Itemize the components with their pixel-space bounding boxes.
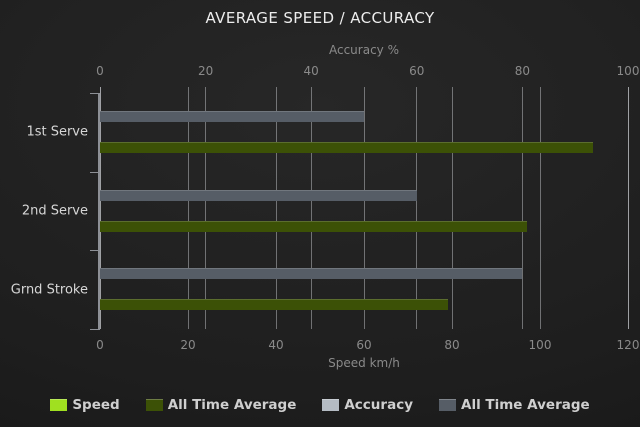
bar-all-time-average-bottom-2nd-serve: [100, 221, 527, 232]
gridline-accuracy-100: [627, 87, 629, 329]
bar-all-time-average-bottom-1st-serve: [100, 142, 593, 153]
bottom-axis-tick-20: 20: [180, 338, 196, 352]
legend-label-all-time-average: All Time Average: [167, 397, 297, 413]
bar-all-time-average-top-2nd-serve: [100, 190, 417, 201]
top-axis-tick-40: 40: [303, 64, 319, 78]
gridline-accuracy-0: [99, 87, 101, 329]
legend-item-all-time-average-1: All Time Average: [145, 397, 297, 413]
axis-tick-mark: [90, 329, 100, 330]
chart-legend: Speed All Time Average Accuracy All Time Av…: [0, 397, 640, 413]
axis-tick-mark: [90, 250, 100, 251]
legend-label-all-time-average: All Time Average: [461, 397, 590, 413]
gridline-speed-40: [275, 87, 277, 329]
bottom-axis-tick-80: 80: [444, 338, 460, 352]
bottom-axis-tick-100: 100: [528, 338, 552, 352]
bottom-axis-tick-0: 0: [96, 338, 104, 352]
legend-label-speed: Speed: [72, 397, 120, 413]
category-label-2nd-serve: 2nd Serve: [21, 203, 88, 219]
left-axis-line: [98, 93, 100, 330]
legend-item-accuracy-2: Accuracy: [322, 397, 413, 413]
gridline-speed-0: [99, 87, 101, 329]
gridline-accuracy-60: [416, 87, 418, 329]
top-axis-tick-20: 20: [197, 64, 214, 78]
legend-swatch-speed-icon: [50, 399, 68, 411]
gridline-speed-120: [627, 87, 629, 329]
gridline-speed-60: [363, 87, 365, 329]
bottom-axis-tick-40: 40: [268, 338, 284, 352]
legend-item-all-time-average-3: All Time Average: [439, 397, 590, 413]
axis-tick-mark: [90, 93, 100, 94]
category-label-1st-serve: 1st Serve: [26, 124, 88, 140]
legend-item-speed-0: Speed: [50, 397, 120, 413]
top-axis-tick-80: 80: [514, 64, 531, 78]
bar-all-time-average-bottom-grnd-stroke: [100, 299, 448, 310]
bottom-axis-tick-60: 60: [356, 338, 372, 352]
gridline-accuracy-80: [521, 87, 523, 329]
top-axis-tick-100: 100: [616, 64, 640, 78]
bar-all-time-average-top-1st-serve: [100, 111, 364, 122]
top-axis-tick-60: 60: [409, 64, 425, 78]
legend-swatch-accuracy-icon: [322, 399, 340, 411]
bottom-axis-title: Speed km/h: [328, 356, 400, 370]
axis-tick-mark: [90, 172, 100, 173]
gridline-accuracy-40: [310, 87, 312, 329]
bottom-axis-tick-120: 120: [616, 338, 640, 352]
gridline-speed-80: [451, 87, 453, 329]
gridline-speed-100: [539, 87, 541, 329]
legend-label-accuracy: Accuracy: [344, 397, 413, 413]
top-axis-title: Accuracy %: [328, 43, 399, 57]
chart-title: AVERAGE SPEED / ACCURACY: [205, 9, 435, 27]
bar-all-time-average-top-grnd-stroke: [100, 268, 522, 279]
legend-swatch-all-time-average-icon: [439, 399, 456, 411]
legend-swatch-all-time-average-icon: [145, 399, 163, 411]
category-label-grnd-stroke: Grnd Stroke: [10, 282, 88, 298]
gridline-accuracy-20: [205, 87, 207, 329]
top-axis-tick-0: 0: [96, 64, 104, 78]
gridline-speed-20: [187, 87, 189, 329]
